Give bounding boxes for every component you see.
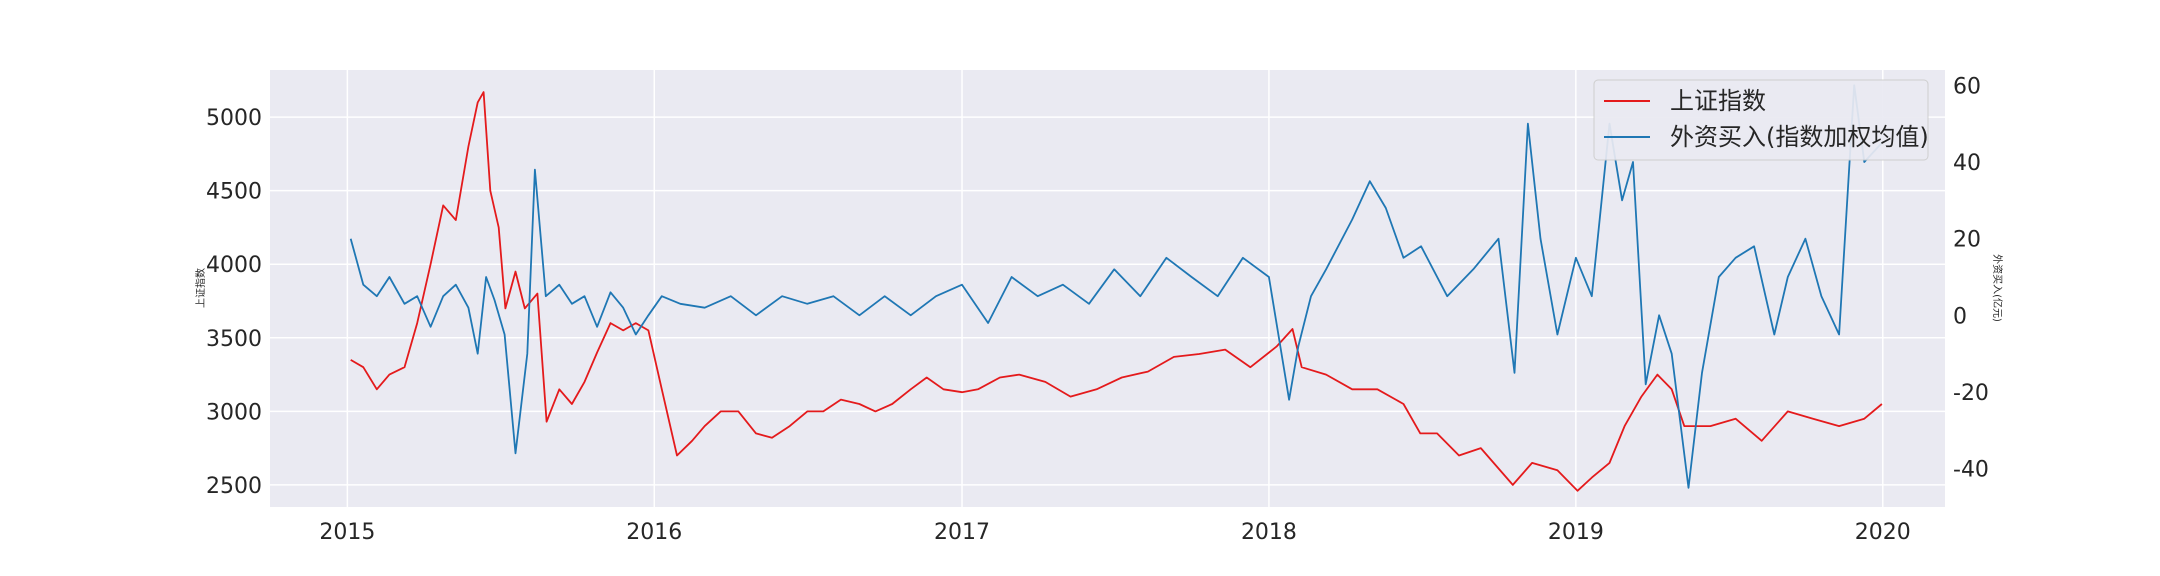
x-tick-label: 2020 bbox=[1855, 520, 1911, 545]
x-tick-label: 2016 bbox=[626, 520, 682, 545]
x-axis-ticks: 2015 2016 2017 2018 2019 2020 bbox=[319, 520, 1910, 545]
y-right-tick-label: 20 bbox=[1953, 228, 1981, 253]
y-right-tick-label: -20 bbox=[1953, 381, 1989, 406]
y-axis-left-ticks: 2500 3000 3500 4000 4500 5000 bbox=[206, 106, 262, 499]
y-left-tick-label: 3000 bbox=[206, 400, 262, 425]
series-line-2 bbox=[349, 84, 1883, 489]
y-right-tick-label: 60 bbox=[1953, 74, 1981, 99]
y-left-tick-label: 3500 bbox=[206, 327, 262, 352]
x-tick-label: 2019 bbox=[1548, 520, 1604, 545]
x-tick-label: 2018 bbox=[1241, 520, 1297, 545]
x-tick-label: 2015 bbox=[319, 520, 375, 545]
legend-label-series-2: 外资买入(指数加权均值) bbox=[1670, 123, 1929, 151]
series-lines bbox=[349, 84, 1883, 492]
y-left-tick-label: 2500 bbox=[206, 474, 262, 499]
y-right-tick-label: 40 bbox=[1953, 151, 1981, 176]
y-right-tick-label: -40 bbox=[1953, 458, 1989, 483]
y-axis-right-ticks: -40 -20 0 20 40 60 bbox=[1953, 74, 1989, 482]
grid bbox=[270, 70, 1945, 507]
legend-box bbox=[1593, 79, 1929, 161]
y-left-tick-label: 5000 bbox=[206, 106, 262, 131]
y-right-tick-label: 0 bbox=[1953, 304, 1967, 329]
y-axis-right-title: 外资买入(亿元) bbox=[1991, 254, 2004, 322]
legend: 上证指数 外资买入(指数加权均值) bbox=[1593, 79, 1929, 161]
legend-label-series-1: 上证指数 bbox=[1670, 87, 1766, 115]
y-axis-left-title: 上证指数 bbox=[194, 268, 207, 308]
y-left-tick-label: 4000 bbox=[206, 253, 262, 278]
x-tick-label: 2017 bbox=[934, 520, 990, 545]
y-left-tick-label: 4500 bbox=[206, 180, 262, 205]
series-line-1 bbox=[350, 91, 1883, 492]
